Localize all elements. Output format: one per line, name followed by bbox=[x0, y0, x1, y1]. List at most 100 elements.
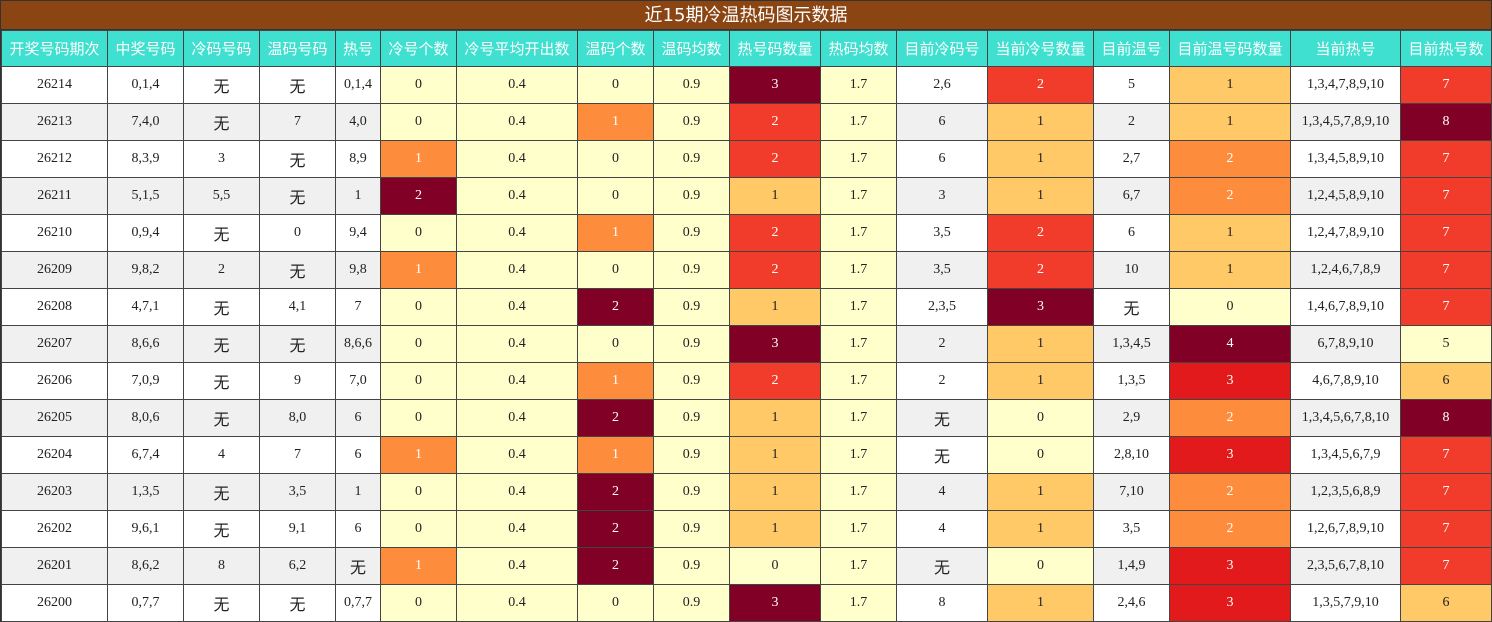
table-cell: 26211 bbox=[1, 177, 108, 215]
header-current-hot-count: 目前热号数 bbox=[1400, 30, 1492, 67]
table-cell: 6 bbox=[1093, 214, 1170, 252]
table-cell: 0.4 bbox=[456, 399, 578, 437]
table-cell: 0,1,4 bbox=[335, 66, 381, 104]
table-cell: 1 bbox=[987, 362, 1094, 400]
table-cell: 2 bbox=[729, 362, 821, 400]
table-cell: 0.4 bbox=[456, 362, 578, 400]
table-cell: 无 bbox=[896, 547, 988, 585]
table-cell: 1 bbox=[335, 177, 381, 215]
header-period: 开奖号码期次 bbox=[1, 30, 108, 67]
header-current-warm: 目前温号 bbox=[1093, 30, 1170, 67]
table-cell: 26208 bbox=[1, 288, 108, 326]
table-cell: 6 bbox=[335, 399, 381, 437]
table-cell: 3 bbox=[987, 288, 1094, 326]
table-cell: 0 bbox=[259, 214, 336, 252]
table-row: 26207 8,6,6 无无 8,6,6 0 0.4 0 0.9 3 1.7 2 1 1,3,4,5 4 6… bbox=[1, 325, 1492, 363]
table-cell: 4,1 bbox=[259, 288, 336, 326]
table-cell: 6 bbox=[335, 510, 381, 548]
table-cell: 0.4 bbox=[456, 103, 578, 141]
table-cell: 1 bbox=[987, 473, 1094, 511]
table-cell: 26212 bbox=[1, 140, 108, 178]
table-cell: 26202 bbox=[1, 510, 108, 548]
header-cold-average: 冷号平均开出数 bbox=[456, 30, 578, 67]
table-cell: 7 bbox=[259, 436, 336, 474]
table-cell: 4 bbox=[183, 436, 260, 474]
table-cell: 0 bbox=[577, 140, 654, 178]
header-current-cold: 目前冷码号 bbox=[896, 30, 988, 67]
table-cell: 1 bbox=[729, 510, 821, 548]
table-cell: 7 bbox=[1400, 177, 1492, 215]
table-cell: 1.7 bbox=[820, 140, 897, 178]
table-cell: 2 bbox=[577, 473, 654, 511]
table-cell: 6,7 bbox=[1093, 177, 1170, 215]
table-cell: 1 bbox=[380, 251, 457, 289]
table-cell: 1,3,4,5 bbox=[1093, 325, 1170, 363]
table-cell: 26201 bbox=[1, 547, 108, 585]
table-cell: 1 bbox=[729, 288, 821, 326]
table-cell: 3 bbox=[729, 66, 821, 104]
table-cell: 2 bbox=[729, 103, 821, 141]
table-row: 26203 1,3,5 无 3,5 1 0 0.4 2 0.9 1 1.7 4 1 7,10 2 1,2,3,… bbox=[1, 473, 1492, 511]
table-cell: 1.7 bbox=[820, 584, 897, 622]
table-cell: 2 bbox=[1169, 177, 1291, 215]
table-cell: 2 bbox=[987, 214, 1094, 252]
table-row: 26210 0,9,4 无 0 9,4 0 0.4 1 0.9 2 1.7 3,5 2 6 1 1,2,4,7… bbox=[1, 214, 1492, 252]
table-cell: 无 bbox=[183, 103, 260, 141]
table-row: 26213 7,4,0 无 7 4,0 0 0.4 1 0.9 2 1.7 6 1 2 1 1,3,4,5,7… bbox=[1, 103, 1492, 141]
table-cell: 1.7 bbox=[820, 103, 897, 141]
table-cell: 0.4 bbox=[456, 214, 578, 252]
table-cell: 2 bbox=[577, 399, 654, 437]
table-cell: 26214 bbox=[1, 66, 108, 104]
table-cell: 无 bbox=[259, 177, 336, 215]
table-cell: 无 bbox=[183, 288, 260, 326]
table-cell: 7,10 bbox=[1093, 473, 1170, 511]
table-cell: 7 bbox=[1400, 436, 1492, 474]
table-cell: 无 bbox=[335, 547, 381, 585]
table-cell: 8,6,6 bbox=[335, 325, 381, 363]
table-cell: 无 bbox=[896, 399, 988, 437]
table-cell: 1 bbox=[380, 547, 457, 585]
header-cold-count: 冷号个数 bbox=[380, 30, 457, 67]
table-cell: 0 bbox=[577, 251, 654, 289]
table-cell: 0.9 bbox=[653, 288, 730, 326]
table-cell: 0 bbox=[380, 214, 457, 252]
table-cell: 0 bbox=[380, 584, 457, 622]
table-cell: 2,3,5,6,7,8,10 bbox=[1290, 547, 1401, 585]
table-cell: 1,3,5 bbox=[107, 473, 184, 511]
table-cell: 0 bbox=[380, 399, 457, 437]
table-cell: 8,6,2 bbox=[107, 547, 184, 585]
table-cell: 1 bbox=[380, 436, 457, 474]
table-cell: 1 bbox=[1169, 214, 1291, 252]
table-cell: 8,3,9 bbox=[107, 140, 184, 178]
table-cell: 4 bbox=[896, 510, 988, 548]
table-cell: 0.9 bbox=[653, 436, 730, 474]
table-cell: 7 bbox=[1400, 547, 1492, 585]
table-cell: 4 bbox=[896, 473, 988, 511]
table-cell: 26206 bbox=[1, 362, 108, 400]
table-cell: 1 bbox=[987, 140, 1094, 178]
table-row: 26212 8,3,9 3 无 8,9 1 0.4 0 0.9 2 1.7 6 1 2,7 2 1,3,4,5… bbox=[1, 140, 1492, 178]
table-cell: 0,1,4 bbox=[107, 66, 184, 104]
table-cell: 0,7,7 bbox=[107, 584, 184, 622]
table-cell: 7 bbox=[1400, 214, 1492, 252]
table-cell: 0.9 bbox=[653, 140, 730, 178]
table-row: 26205 8,0,6 无 8,0 6 0 0.4 2 0.9 1 1.7 无 0 2,9 2 1,3,4,5… bbox=[1, 399, 1492, 437]
table-cell: 1 bbox=[1169, 66, 1291, 104]
table-cell: 2 bbox=[729, 214, 821, 252]
table-row: 26202 9,6,1 无 9,1 6 0 0.4 2 0.9 1 1.7 4 1 3,5 2 1,2,6,7… bbox=[1, 510, 1492, 548]
table-cell: 2,8,10 bbox=[1093, 436, 1170, 474]
table-cell: 0.9 bbox=[653, 325, 730, 363]
table-cell: 2 bbox=[577, 510, 654, 548]
table-cell: 4,0 bbox=[335, 103, 381, 141]
table-cell: 1 bbox=[987, 325, 1094, 363]
table-cell: 0 bbox=[577, 66, 654, 104]
table-row: 26209 9,8,2 2 无 9,8 1 0.4 0 0.9 2 1.7 3,5 2 10 1 1,2,4,… bbox=[1, 251, 1492, 289]
table-cell: 3 bbox=[1169, 547, 1291, 585]
table-cell: 3 bbox=[1169, 584, 1291, 622]
table-cell: 7 bbox=[1400, 473, 1492, 511]
table-cell: 0.4 bbox=[456, 547, 578, 585]
table-cell: 0.4 bbox=[456, 325, 578, 363]
table-cell: 0.4 bbox=[456, 177, 578, 215]
table-cell: 0 bbox=[577, 584, 654, 622]
